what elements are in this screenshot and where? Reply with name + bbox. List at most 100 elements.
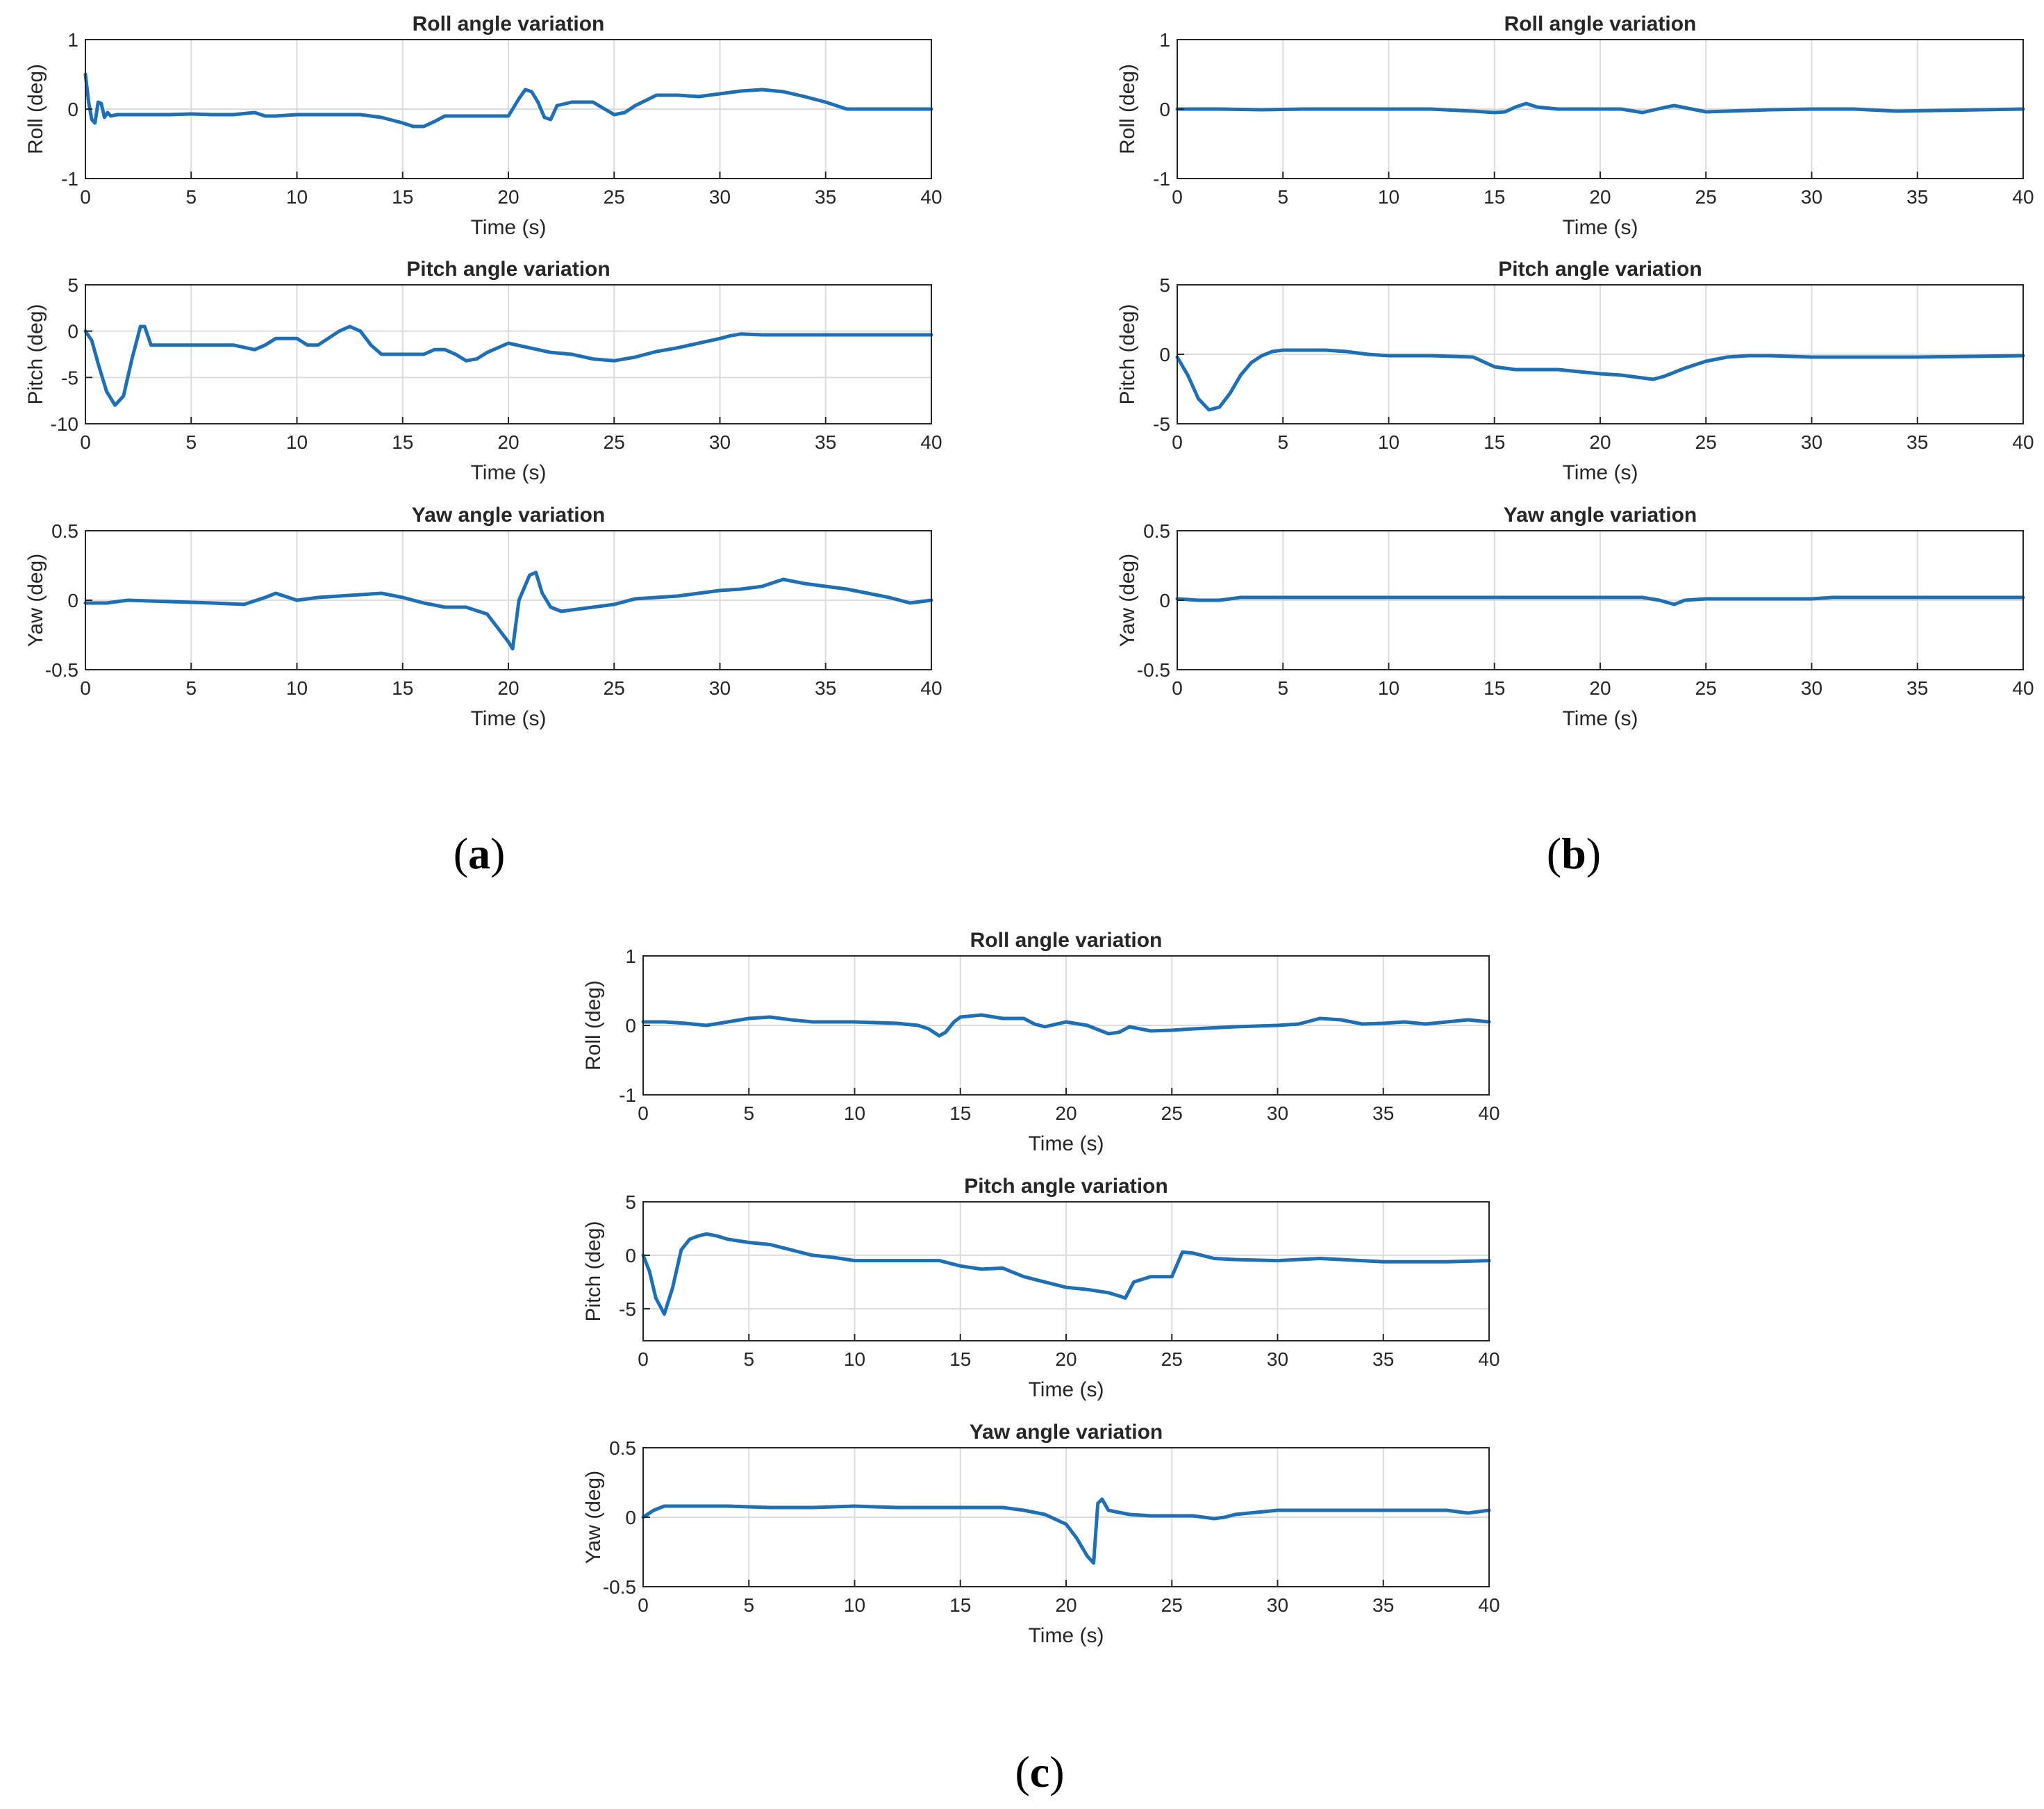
subplot-title: Yaw angle variation [970, 1421, 1163, 1444]
y-tick-label: -0.5 [1137, 659, 1170, 681]
y-axis-label: Yaw (deg) [24, 554, 47, 647]
x-axis-label: Time (s) [471, 461, 547, 484]
subplot-a-2: 0 5 10 15 20 25 30 35 40 -10 -5 0 5 Pitch angle varia… [24, 258, 942, 484]
x-tick-label: 10 [286, 431, 308, 453]
subplot-c-2: 0 5 10 15 20 25 30 35 40 -5 0 5 Pitch angle variatio… [582, 1175, 1500, 1401]
series-line [641, 1013, 1491, 1038]
x-tick-label: 35 [815, 431, 836, 453]
y-axis-label: Yaw (deg) [582, 1471, 605, 1564]
x-tick-label: 10 [1378, 186, 1399, 208]
x-tick-label: 20 [1589, 677, 1611, 699]
x-tick-label: 25 [604, 677, 625, 699]
y-tick-label: 0.5 [609, 1437, 636, 1459]
x-tick-label: 0 [638, 1102, 649, 1124]
x-tick-label: 20 [1589, 431, 1611, 453]
x-tick-label: 35 [1906, 186, 1928, 208]
y-tick-label: 1 [67, 29, 78, 51]
x-tick-label: 0 [80, 186, 91, 208]
x-tick-label: 35 [815, 186, 836, 208]
series-line [1175, 348, 2025, 412]
y-tick-label: -0.5 [45, 659, 78, 681]
x-tick-label: 0 [80, 431, 91, 453]
x-tick-label: 30 [1267, 1102, 1288, 1124]
x-tick-label: 40 [2012, 431, 2034, 453]
x-tick-label: 25 [1695, 431, 1717, 453]
caption-close-paren: ) [1049, 1747, 1064, 1796]
x-tick-label: 20 [1589, 186, 1611, 208]
x-tick-label: 25 [1161, 1102, 1183, 1124]
series-line [83, 324, 933, 407]
x-tick-label: 15 [1484, 431, 1505, 453]
y-tick-label: 0.5 [51, 520, 78, 542]
x-tick-label: 15 [949, 1102, 971, 1124]
subplot-title: Pitch angle variation [1498, 258, 1702, 281]
x-tick-label: 30 [709, 186, 731, 208]
x-tick-label: 5 [743, 1348, 754, 1370]
x-tick-label: 25 [1695, 677, 1717, 699]
x-tick-label: 0 [638, 1348, 649, 1370]
x-tick-label: 15 [949, 1348, 971, 1370]
subplot-title: Yaw angle variation [412, 504, 605, 527]
y-axis-label: Pitch (deg) [24, 304, 47, 404]
y-tick-label: -5 [619, 1298, 636, 1320]
x-tick-label: 15 [392, 677, 413, 699]
x-tick-label: 20 [1055, 1102, 1077, 1124]
x-axis-label: Time (s) [1029, 1378, 1104, 1401]
x-tick-label: 25 [604, 431, 625, 453]
x-tick-label: 30 [1801, 677, 1822, 699]
caption-open-paren: ( [1547, 829, 1561, 878]
series-line [641, 1497, 1491, 1565]
x-tick-label: 20 [497, 186, 519, 208]
x-axis-label: Time (s) [1563, 216, 1638, 239]
x-tick-label: 35 [1372, 1348, 1394, 1370]
x-tick-label: 5 [1277, 677, 1288, 699]
y-tick-label: 1 [625, 945, 636, 967]
x-tick-label: 5 [185, 186, 197, 208]
caption-letter: b [1561, 829, 1586, 878]
y-axis-label: Roll (deg) [24, 64, 47, 154]
x-tick-label: 10 [1378, 431, 1399, 453]
x-tick-label: 15 [392, 186, 413, 208]
series-line [1175, 595, 2025, 606]
y-tick-label: 0 [1159, 99, 1170, 120]
y-tick-label: 5 [1159, 274, 1170, 296]
caption-open-paren: ( [1015, 1747, 1029, 1796]
x-tick-label: 5 [185, 677, 197, 699]
x-tick-label: 0 [1172, 186, 1183, 208]
y-tick-label: 1 [1159, 29, 1170, 51]
x-tick-label: 25 [1161, 1348, 1183, 1370]
caption-close-paren: ) [490, 829, 505, 878]
y-axis-label: Roll (deg) [1116, 64, 1139, 154]
caption-close-paren: ) [1586, 829, 1601, 878]
x-tick-label: 20 [497, 431, 519, 453]
y-tick-label: -10 [51, 413, 78, 435]
caption-letter: a [468, 829, 490, 878]
x-tick-label: 15 [1484, 677, 1505, 699]
y-tick-label: -1 [61, 168, 78, 190]
x-tick-label: 40 [920, 186, 942, 208]
y-tick-label: 0 [625, 1245, 636, 1266]
x-tick-label: 30 [1801, 431, 1822, 453]
subplot-title: Pitch angle variation [964, 1175, 1168, 1198]
x-tick-label: 10 [844, 1348, 865, 1370]
series-line [83, 570, 933, 651]
panel-caption: (a) [454, 829, 506, 878]
x-tick-label: 5 [743, 1594, 754, 1616]
x-axis-label: Time (s) [1029, 1132, 1104, 1155]
y-tick-label: 5 [625, 1191, 636, 1213]
x-tick-label: 40 [1478, 1348, 1499, 1370]
x-tick-label: 30 [1801, 186, 1822, 208]
x-tick-label: 40 [2012, 677, 2034, 699]
x-tick-label: 35 [1372, 1102, 1394, 1124]
x-tick-label: 0 [1172, 431, 1183, 453]
y-axis-label: Yaw (deg) [1116, 554, 1139, 647]
y-tick-label: 0 [67, 321, 78, 342]
x-tick-label: 0 [1172, 677, 1183, 699]
